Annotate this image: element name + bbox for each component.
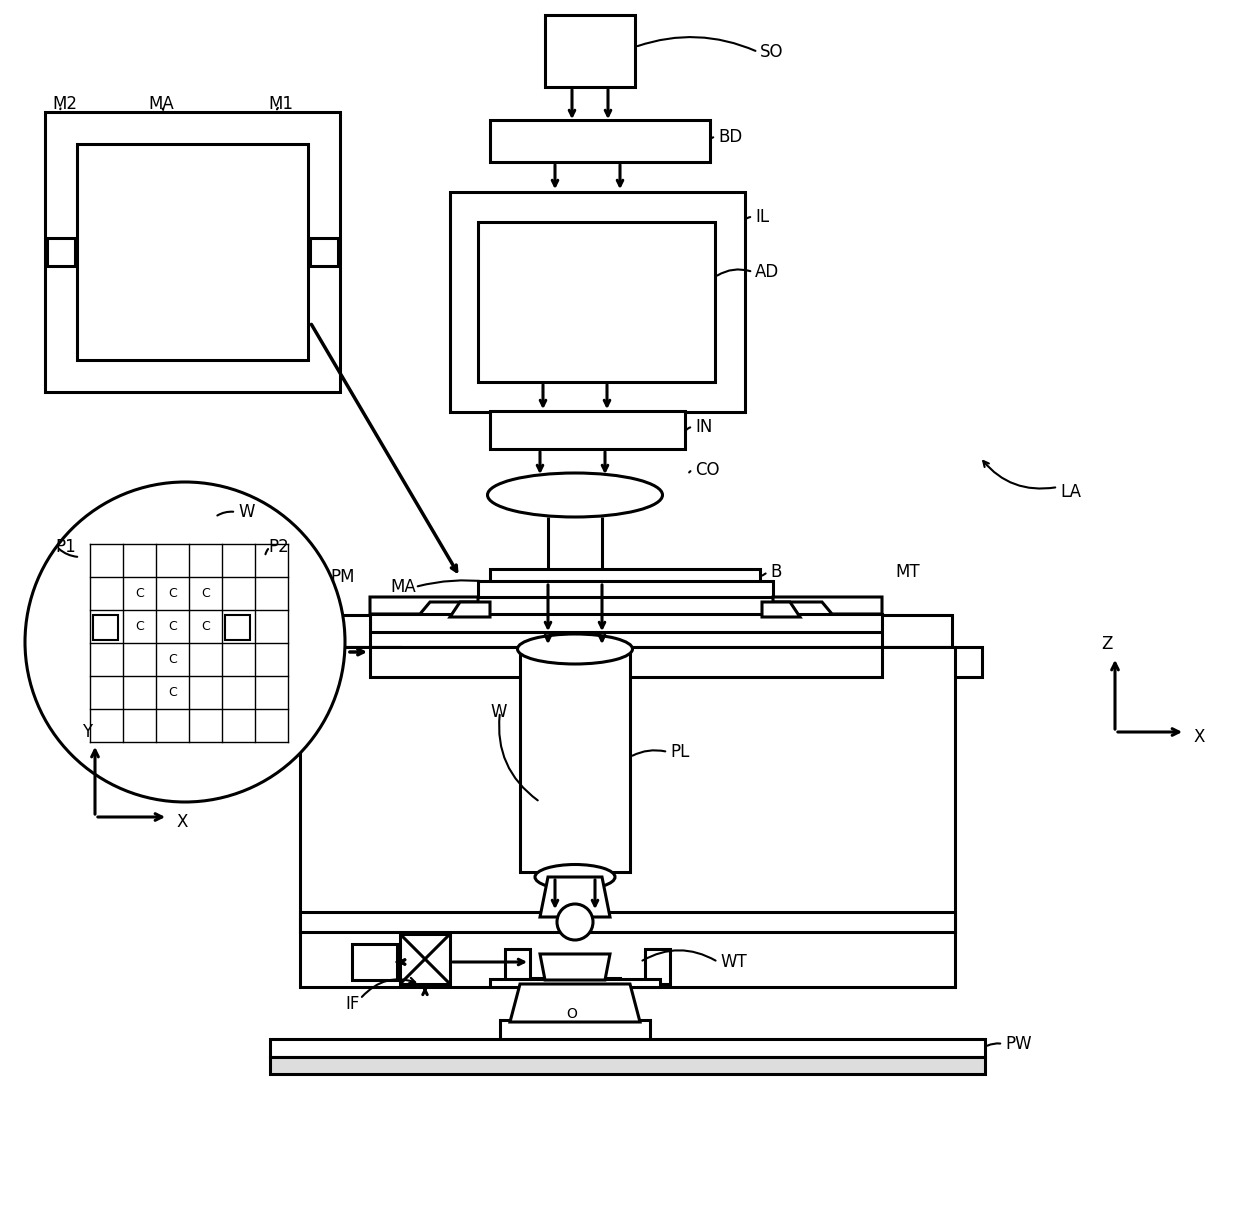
Text: MT: MT: [895, 563, 920, 582]
Bar: [77, 144, 308, 360]
Text: BD: BD: [718, 128, 743, 147]
Bar: [490, 120, 711, 161]
Bar: [882, 647, 982, 678]
Bar: [270, 1039, 985, 1057]
Text: B: B: [770, 563, 781, 582]
Bar: [45, 112, 340, 392]
Text: PW: PW: [1004, 1035, 1032, 1053]
Polygon shape: [510, 984, 640, 1023]
Bar: [852, 647, 882, 662]
Text: MA: MA: [148, 95, 174, 113]
Text: M1: M1: [268, 95, 293, 113]
Text: W: W: [238, 503, 254, 521]
Text: C: C: [201, 586, 210, 600]
Text: PL: PL: [670, 743, 689, 761]
Bar: [477, 582, 773, 598]
Bar: [490, 979, 660, 987]
Bar: [370, 614, 882, 632]
Text: C: C: [169, 653, 177, 667]
Polygon shape: [450, 602, 490, 617]
Text: C: C: [169, 686, 177, 699]
Text: C: C: [135, 586, 144, 600]
Text: LA: LA: [1060, 483, 1081, 501]
Text: O: O: [567, 1007, 578, 1021]
Bar: [300, 615, 370, 647]
Text: X: X: [176, 813, 187, 832]
Text: PM: PM: [330, 568, 355, 586]
Bar: [645, 949, 670, 984]
Bar: [500, 1020, 650, 1040]
Text: IF: IF: [345, 995, 360, 1013]
Text: Y: Y: [82, 723, 92, 740]
Text: X: X: [1193, 728, 1204, 747]
Text: P1: P1: [55, 538, 76, 556]
Circle shape: [25, 482, 345, 802]
Text: Z: Z: [1101, 634, 1112, 653]
Ellipse shape: [534, 865, 615, 890]
Polygon shape: [370, 598, 477, 614]
Bar: [93, 615, 118, 639]
Text: C: C: [169, 620, 177, 633]
Polygon shape: [539, 877, 610, 917]
Text: AD: AD: [755, 262, 779, 281]
Text: MA: MA: [391, 578, 415, 596]
Polygon shape: [763, 602, 800, 617]
Text: IL: IL: [755, 208, 769, 225]
Text: CO: CO: [694, 461, 719, 479]
Bar: [529, 978, 620, 984]
Polygon shape: [773, 598, 882, 614]
Bar: [882, 615, 952, 647]
Bar: [300, 647, 401, 678]
Polygon shape: [539, 954, 610, 979]
Text: SO: SO: [760, 43, 784, 62]
Bar: [310, 238, 339, 266]
Bar: [47, 238, 74, 266]
Bar: [490, 411, 684, 448]
Bar: [450, 192, 745, 411]
Bar: [505, 949, 529, 984]
Text: IN: IN: [694, 418, 712, 436]
Text: C: C: [169, 586, 177, 600]
Text: M2: M2: [52, 95, 77, 113]
Bar: [546, 15, 635, 87]
Ellipse shape: [487, 473, 662, 517]
Circle shape: [557, 904, 593, 940]
Bar: [370, 647, 882, 678]
Bar: [300, 647, 955, 987]
Bar: [270, 1057, 985, 1074]
Text: WT: WT: [720, 954, 746, 971]
Bar: [370, 647, 401, 662]
Bar: [490, 569, 760, 582]
Bar: [520, 647, 630, 872]
Text: C: C: [135, 620, 144, 633]
Ellipse shape: [517, 634, 632, 664]
Bar: [352, 944, 397, 979]
Text: W: W: [490, 703, 506, 721]
Text: C: C: [201, 620, 210, 633]
Bar: [224, 615, 250, 639]
Bar: [477, 222, 715, 382]
Text: P2: P2: [268, 538, 289, 556]
Bar: [401, 934, 450, 984]
Bar: [300, 912, 955, 931]
